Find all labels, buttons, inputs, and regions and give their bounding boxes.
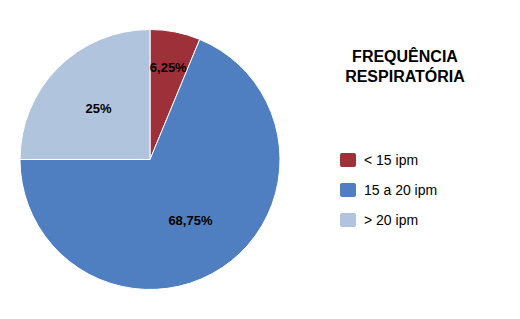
pie-slice: [20, 30, 150, 160]
slices: [20, 30, 280, 290]
legend-label: < 15 ipm: [364, 152, 418, 168]
title-line: FREQUÊNCIA: [352, 47, 458, 65]
legend-swatch: [340, 153, 356, 167]
data-label: 68,75%: [168, 213, 213, 228]
title: FREQUÊNCIA RESPIRATÓRIA: [345, 47, 465, 85]
data-label: 25%: [86, 101, 112, 116]
title-line: RESPIRATÓRIA: [345, 67, 465, 85]
chart-container: 6,25% 68,75% 25% FREQUÊNCIA RESPIRATÓRIA < 15…: [0, 0, 520, 319]
legend: < 15 ipm 15 a 20 ipm > 20 ipm: [340, 152, 437, 228]
legend-swatch: [340, 183, 356, 197]
legend-label: 15 a 20 ipm: [364, 182, 437, 198]
data-labels: 6,25% 68,75% 25%: [86, 60, 213, 227]
legend-label: > 20 ipm: [364, 212, 418, 228]
chart: 6,25% 68,75% 25% FREQUÊNCIA RESPIRATÓRIA < 15…: [0, 0, 520, 319]
legend-swatch: [340, 213, 356, 227]
data-label: 6,25%: [150, 60, 187, 75]
